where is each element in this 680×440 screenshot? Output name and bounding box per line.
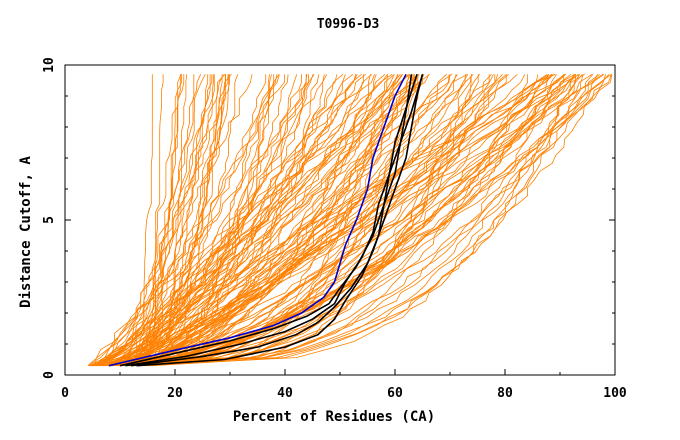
background-model-curve (141, 74, 479, 367)
background-model-curve (87, 74, 315, 367)
background-models (87, 73, 613, 367)
background-model-curve (96, 74, 410, 366)
background-model-curve (108, 74, 239, 367)
x-tick-label-3: 60 (387, 386, 403, 401)
background-model-curve (139, 74, 214, 366)
background-model-curve (91, 74, 209, 367)
background-model-curve (150, 74, 226, 367)
background-model-curve (128, 74, 565, 367)
background-model-curve (130, 73, 579, 367)
background-model-curve (130, 73, 576, 367)
background-model-curve (124, 74, 358, 367)
background-model-curve (110, 74, 499, 367)
y-axis-label: Distance Cutoff, A (18, 156, 34, 308)
background-model-curve (145, 74, 272, 367)
background-model-curve (110, 73, 548, 367)
background-model-curve (113, 74, 414, 367)
background-model-curve (152, 74, 584, 367)
chart-title: T0996-D3 (317, 17, 380, 32)
background-model-curve (103, 74, 307, 367)
background-model-curve (152, 74, 275, 366)
background-model-curve (119, 74, 409, 367)
background-model-curve (88, 74, 211, 367)
highlight-models (108, 73, 424, 367)
background-model-curve (148, 74, 270, 367)
background-model-curve (131, 73, 593, 367)
background-model-curve (108, 74, 308, 367)
background-model-curve (100, 74, 458, 367)
background-model-curve (143, 74, 280, 367)
background-model-curve (94, 74, 401, 367)
background-model-curve (110, 74, 472, 367)
x-tick-label-5: 100 (603, 386, 627, 401)
background-model-curve (133, 73, 430, 366)
background-model-curve (89, 73, 395, 367)
background-model-curve (144, 74, 469, 367)
background-model-curve (89, 74, 613, 367)
background-model-curve (116, 74, 451, 367)
background-model-curve (136, 73, 600, 367)
x-tick-label-2: 40 (277, 386, 293, 401)
x-axis-label: Percent of Residues (CA) (233, 409, 435, 425)
x-tick-label-0: 0 (61, 386, 69, 401)
background-model-curve (95, 73, 553, 367)
background-model-curve (100, 74, 202, 367)
background-model-curve (126, 74, 227, 367)
series-line-blue-model (108, 73, 407, 367)
background-model-curve (141, 73, 555, 367)
background-model-curve (124, 74, 457, 367)
background-model-curve (97, 73, 605, 367)
background-model-curve (96, 74, 612, 367)
background-model-curve (133, 74, 425, 367)
background-model-curve (155, 74, 576, 367)
background-model-curve (119, 74, 450, 367)
background-model-curve (132, 74, 302, 367)
series-line-black-model-4 (136, 74, 424, 367)
background-model-curve (118, 74, 565, 367)
background-model-curve (101, 74, 309, 367)
y-tick-label-0: 0 (42, 371, 57, 379)
background-model-curve (107, 74, 594, 367)
background-model-curve (91, 74, 490, 367)
series-line-black-model-3 (130, 74, 424, 367)
x-tick-label-1: 20 (167, 386, 183, 401)
background-model-curve (98, 74, 278, 367)
background-model-curve (148, 74, 395, 367)
background-model-curve (109, 74, 554, 367)
x-tick-label-4: 80 (497, 386, 513, 401)
background-model-curve (137, 74, 231, 367)
background-model-curve (103, 74, 357, 367)
series-line-black-model-2 (125, 74, 418, 367)
background-model-curve (89, 74, 215, 367)
background-model-curve (96, 74, 518, 367)
axis-ticks: 0 20 40 60 80 100 0 5 10 (42, 57, 627, 401)
y-tick-label-1: 5 (42, 216, 57, 224)
background-model-curve (128, 74, 289, 367)
background-model-curve (148, 74, 425, 366)
y-tick-label-2: 10 (42, 57, 57, 73)
background-model-curve (128, 74, 581, 367)
background-model-curve (134, 74, 153, 366)
background-model-curve (100, 74, 195, 366)
background-model-curve (131, 74, 492, 367)
background-model-curve (94, 73, 468, 367)
background-model-curve (149, 74, 164, 366)
background-model-curve (118, 74, 182, 367)
background-model-curve (149, 74, 388, 367)
background-model-curve (119, 74, 576, 367)
background-model-curve (123, 74, 607, 367)
